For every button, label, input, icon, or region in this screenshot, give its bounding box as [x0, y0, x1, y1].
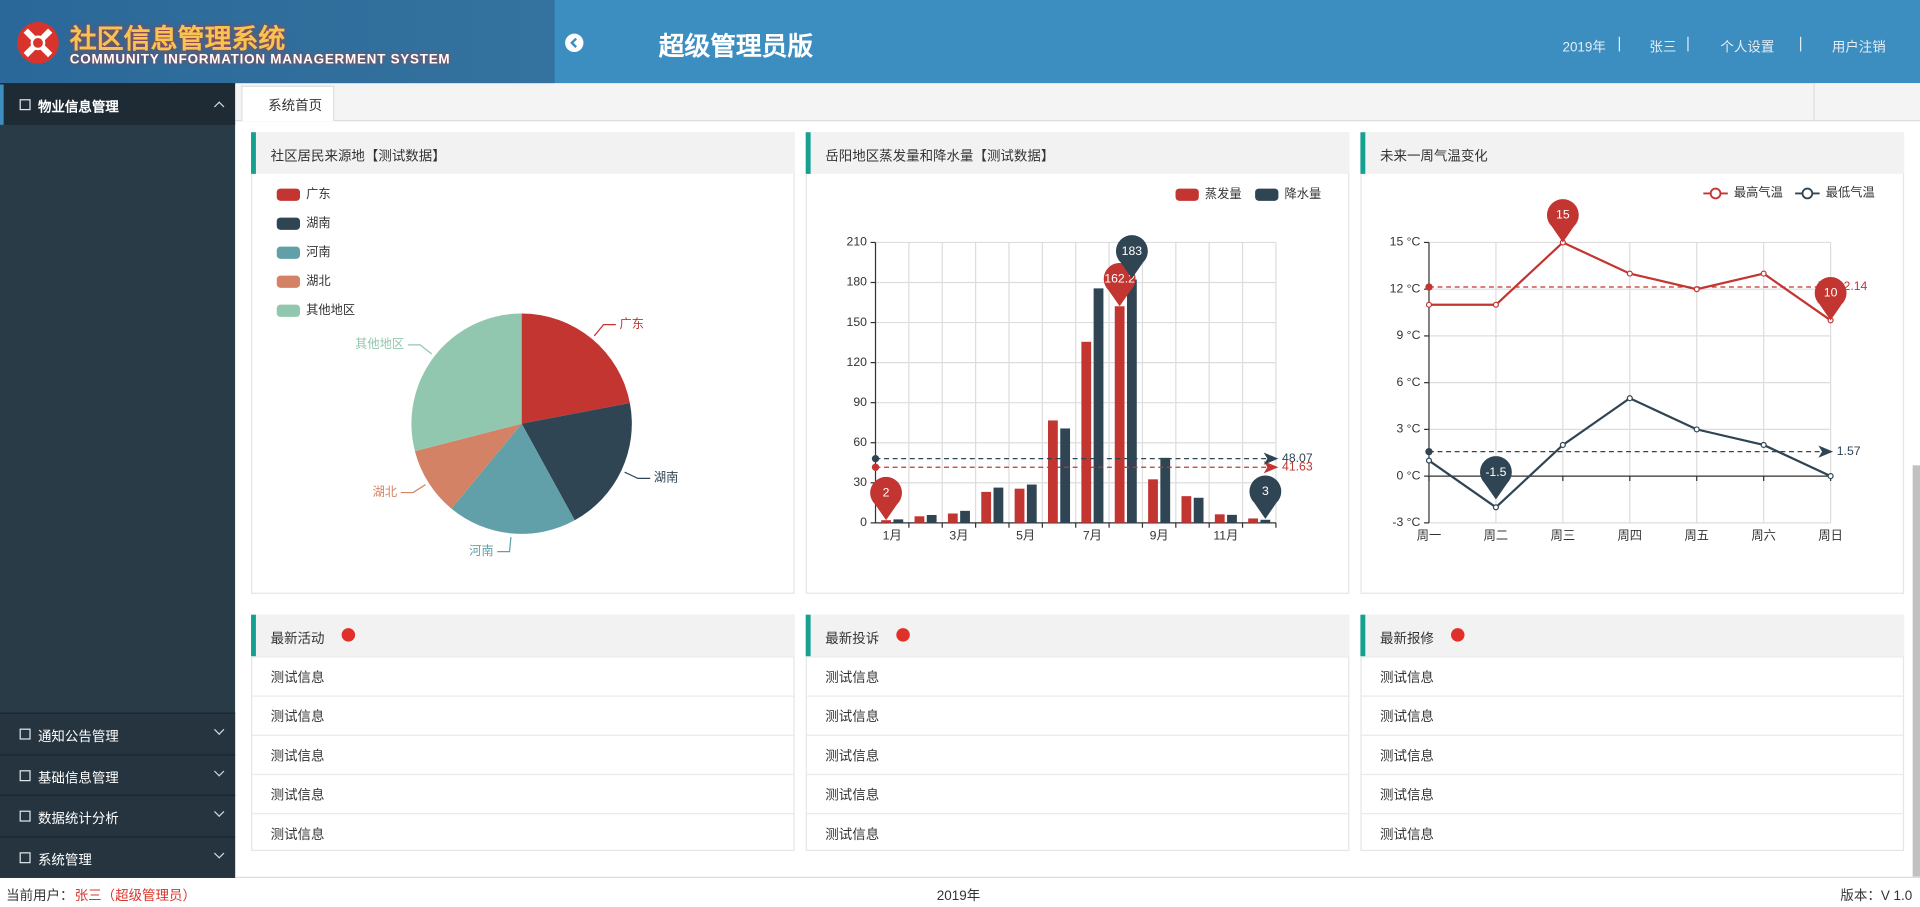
list-item[interactable]: 测试信息 [270, 749, 325, 765]
sidebar-icon [19, 728, 31, 740]
edition: 超级管理员版 [658, 33, 814, 62]
new-badge [1451, 628, 1465, 642]
sidebar-label[interactable]: 通知公告管理 [37, 729, 119, 745]
separator [1800, 36, 1802, 52]
collapse-button[interactable] [564, 33, 584, 53]
panel-header [251, 132, 795, 174]
list-item[interactable]: 测试信息 [825, 671, 880, 686]
sidebar-label[interactable]: 物业信息管理 [37, 100, 119, 116]
list-row[interactable] [1360, 813, 1905, 852]
list-row[interactable] [805, 813, 1350, 852]
header-settings[interactable]: 个人设置 [1720, 40, 1775, 56]
new-badge [341, 628, 356, 642]
header-user[interactable]: 张三 [1649, 40, 1677, 56]
tab[interactable] [241, 85, 335, 122]
list-row[interactable] [251, 695, 795, 735]
logo-icon [17, 22, 59, 64]
separator [1618, 36, 1621, 52]
list-item[interactable]: 测试信息 [1380, 710, 1434, 725]
list-item[interactable]: 测试信息 [825, 788, 880, 804]
panel-header [251, 614, 795, 657]
list-row[interactable] [1360, 734, 1905, 774]
sidebar-icon [19, 99, 31, 111]
panel [805, 132, 1350, 594]
sidebar-label[interactable]: 系统管理 [37, 853, 92, 869]
header-year[interactable]: 2019年 [1562, 40, 1606, 56]
list-row[interactable] [251, 813, 795, 852]
panel-title: 最新活动 [270, 631, 325, 647]
panel-header [1360, 132, 1905, 174]
list-row[interactable] [251, 734, 795, 774]
sidebar-icon [19, 770, 31, 782]
list-item[interactable]: 测试信息 [1380, 827, 1434, 843]
list-item[interactable]: 测试信息 [1380, 671, 1434, 686]
panel-header [805, 132, 1350, 174]
list-row[interactable] [1360, 695, 1905, 735]
header-logout[interactable]: 用户注销 [1831, 40, 1886, 56]
list-item[interactable]: 测试信息 [1380, 788, 1434, 804]
list-item[interactable]: 测试信息 [825, 827, 880, 843]
list-item[interactable]: 测试信息 [270, 827, 325, 843]
list-row[interactable] [1360, 773, 1905, 813]
footer-user: 张三（超级管理员） [74, 888, 196, 904]
sidebar-item[interactable] [0, 754, 236, 796]
sidebar-label[interactable]: 数据统计分析 [37, 811, 119, 827]
app-subtitle: COMMUNITY INFORMATION MANAGERMENT SYSTEM [69, 52, 451, 68]
sidebar-icon [19, 852, 31, 864]
panel [251, 132, 795, 594]
panel [1360, 132, 1905, 594]
list-row[interactable] [251, 656, 795, 695]
sidebar-item[interactable] [0, 836, 236, 878]
list-item[interactable]: 测试信息 [270, 671, 325, 686]
panel-title: 未来一周气温变化 [1380, 149, 1488, 165]
list-item[interactable]: 测试信息 [270, 710, 325, 725]
panel-header [805, 614, 1350, 657]
sidebar-label[interactable]: 基础信息管理 [37, 771, 119, 787]
panel-title: 岳阳地区蒸发量和降水量【测试数据】 [825, 149, 1055, 165]
tab-label[interactable]: 系统首页 [268, 99, 323, 114]
list-row[interactable] [805, 656, 1350, 695]
list-row[interactable] [805, 695, 1350, 735]
list-item[interactable]: 测试信息 [1380, 749, 1434, 765]
list-item[interactable]: 测试信息 [270, 788, 325, 804]
sidebar-item[interactable] [0, 712, 236, 755]
separator [1687, 36, 1689, 52]
footer [0, 876, 1920, 907]
app-title: 社区信息管理系统 [69, 23, 286, 54]
list-row[interactable] [805, 773, 1350, 813]
footer-year: 2019年 [936, 888, 981, 904]
panel-title: 最新投诉 [825, 631, 880, 647]
list-item[interactable]: 测试信息 [825, 749, 880, 765]
sidebar-item[interactable] [0, 83, 236, 125]
sidebar-icon [19, 810, 31, 822]
panel-header [1360, 614, 1905, 657]
list-row[interactable] [805, 734, 1350, 774]
logo-area [0, 0, 555, 84]
tab-bar [235, 83, 1920, 122]
panel-title: 社区居民来源地【测试数据】 [270, 149, 446, 165]
footer-user-label: 当前用户： [6, 888, 74, 904]
new-badge [896, 628, 910, 642]
list-row[interactable] [251, 773, 795, 813]
footer-version: 版本：V 1.0 [1840, 888, 1913, 904]
sidebar-item[interactable] [0, 794, 236, 837]
tab-tools [1813, 83, 1920, 121]
panel-title: 最新报修 [1380, 631, 1434, 647]
scrollbar[interactable] [1912, 465, 1920, 877]
list-item[interactable]: 测试信息 [825, 710, 880, 725]
list-row[interactable] [1360, 656, 1905, 695]
